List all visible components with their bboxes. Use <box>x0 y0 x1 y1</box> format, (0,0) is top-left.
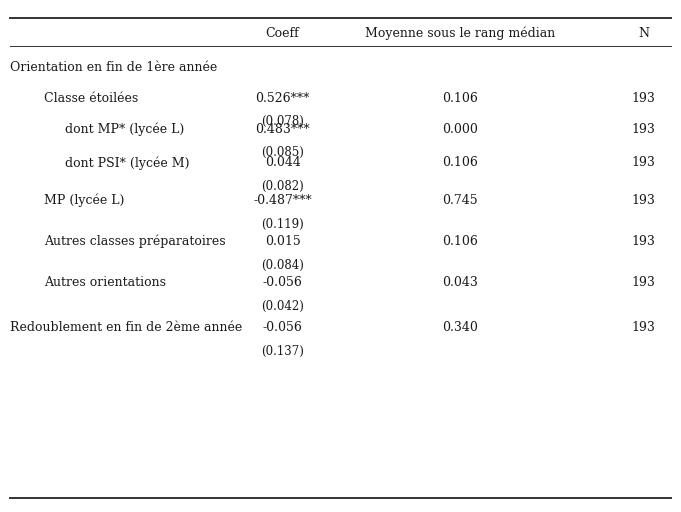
Text: (0.085): (0.085) <box>262 146 304 159</box>
Text: 193: 193 <box>631 321 656 334</box>
Text: (0.078): (0.078) <box>262 115 304 129</box>
Text: 0.106: 0.106 <box>442 156 477 169</box>
Text: 0.015: 0.015 <box>265 235 300 248</box>
Text: (0.137): (0.137) <box>262 345 304 358</box>
Text: 0.483***: 0.483*** <box>255 122 310 136</box>
Text: dont MP* (lycée L): dont MP* (lycée L) <box>65 122 184 136</box>
Text: Orientation en fin de 1ère année: Orientation en fin de 1ère année <box>10 61 217 74</box>
Text: 0.106: 0.106 <box>442 235 477 248</box>
Text: 0.745: 0.745 <box>442 194 477 207</box>
Text: (0.084): (0.084) <box>262 259 304 272</box>
Text: 193: 193 <box>631 122 656 136</box>
Text: 193: 193 <box>631 156 656 169</box>
Text: 0.340: 0.340 <box>442 321 477 334</box>
Text: Moyenne sous le rang médian: Moyenne sous le rang médian <box>364 27 555 40</box>
Text: 193: 193 <box>631 92 656 105</box>
Text: 193: 193 <box>631 194 656 207</box>
Text: (0.042): (0.042) <box>262 300 304 313</box>
Text: N: N <box>638 27 649 40</box>
Text: -0.056: -0.056 <box>263 276 302 289</box>
Text: dont PSI* (lycée M): dont PSI* (lycée M) <box>65 156 189 169</box>
Text: 193: 193 <box>631 235 656 248</box>
Text: (0.082): (0.082) <box>262 180 304 193</box>
Text: 0.106: 0.106 <box>442 92 477 105</box>
Text: Redoublement en fin de 2ème année: Redoublement en fin de 2ème année <box>10 321 242 334</box>
Text: 193: 193 <box>631 276 656 289</box>
Text: -0.056: -0.056 <box>263 321 302 334</box>
Text: 0.526***: 0.526*** <box>255 92 310 105</box>
Text: (0.119): (0.119) <box>262 218 304 231</box>
Text: -0.487***: -0.487*** <box>253 194 312 207</box>
Text: Autres classes préparatoires: Autres classes préparatoires <box>44 235 226 248</box>
Text: 0.000: 0.000 <box>442 122 477 136</box>
Text: 0.044: 0.044 <box>265 156 300 169</box>
Text: Coeff: Coeff <box>266 27 300 40</box>
Text: MP (lycée L): MP (lycée L) <box>44 194 125 207</box>
Text: 0.043: 0.043 <box>442 276 477 289</box>
Text: Autres orientations: Autres orientations <box>44 276 166 289</box>
Text: Classe étoilées: Classe étoilées <box>44 92 138 105</box>
